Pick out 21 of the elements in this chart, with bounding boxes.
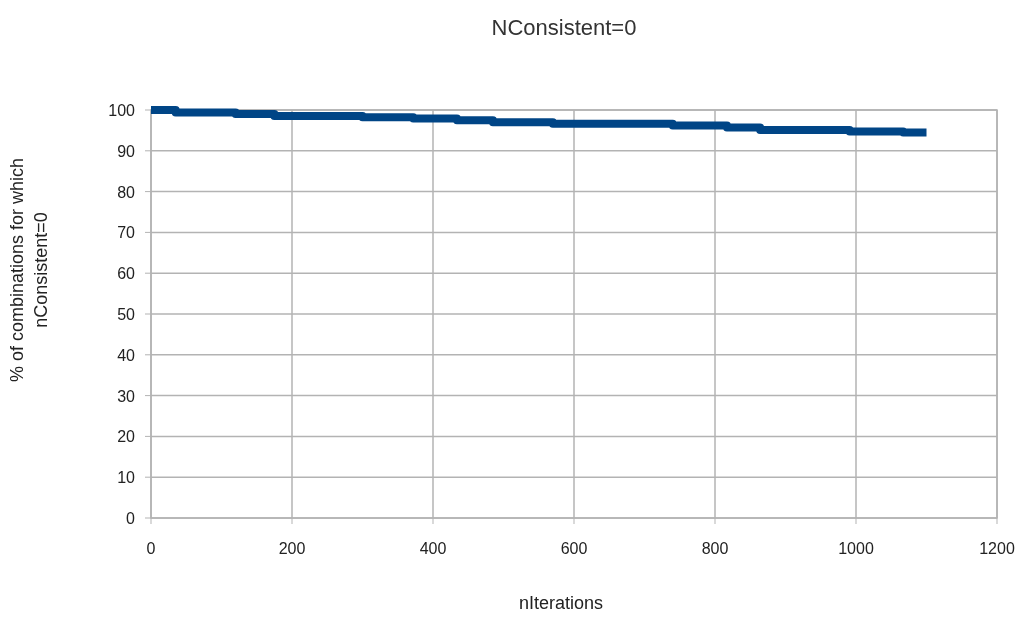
x-tick-label: 0 [146,540,156,557]
x-tick-label: 800 [701,540,729,557]
y-tick-label: 90 [117,142,136,160]
x-tick-label: 400 [419,540,447,557]
y-tick-label: 80 [117,183,136,201]
y-tick-label: 50 [117,306,136,323]
y-tick-label: 30 [117,387,136,405]
y-axis-title: % of combinations for which nConsistent=0 [6,156,52,385]
y-tick-label: 60 [117,265,136,283]
y-tick-label: 40 [117,346,136,364]
y-tick-label: 70 [117,224,136,242]
x-tick-label: 1200 [979,540,1015,557]
chart-title: NConsistent=0 [491,15,637,40]
x-tick-label: 200 [278,540,306,557]
y-tick-label: 100 [108,102,136,119]
x-tick-label: 600 [560,540,588,557]
x-tick-label: 1000 [838,540,874,557]
y-tick-label: 20 [117,428,136,446]
y-tick-label: 10 [117,469,136,487]
y-tick-label: 0 [126,510,136,527]
x-axis-title: nIterations [518,593,604,613]
